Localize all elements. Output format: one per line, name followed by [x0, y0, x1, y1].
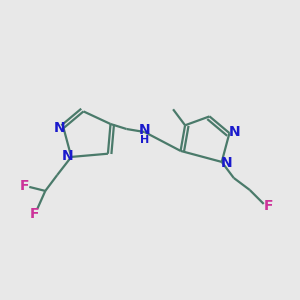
Text: F: F [264, 199, 274, 213]
Text: N: N [61, 149, 73, 163]
Text: F: F [29, 207, 39, 221]
Text: N: N [139, 123, 150, 137]
Text: H: H [140, 135, 149, 145]
Text: N: N [54, 121, 65, 135]
Text: N: N [229, 125, 240, 139]
Text: F: F [20, 179, 29, 193]
Text: N: N [221, 156, 232, 170]
